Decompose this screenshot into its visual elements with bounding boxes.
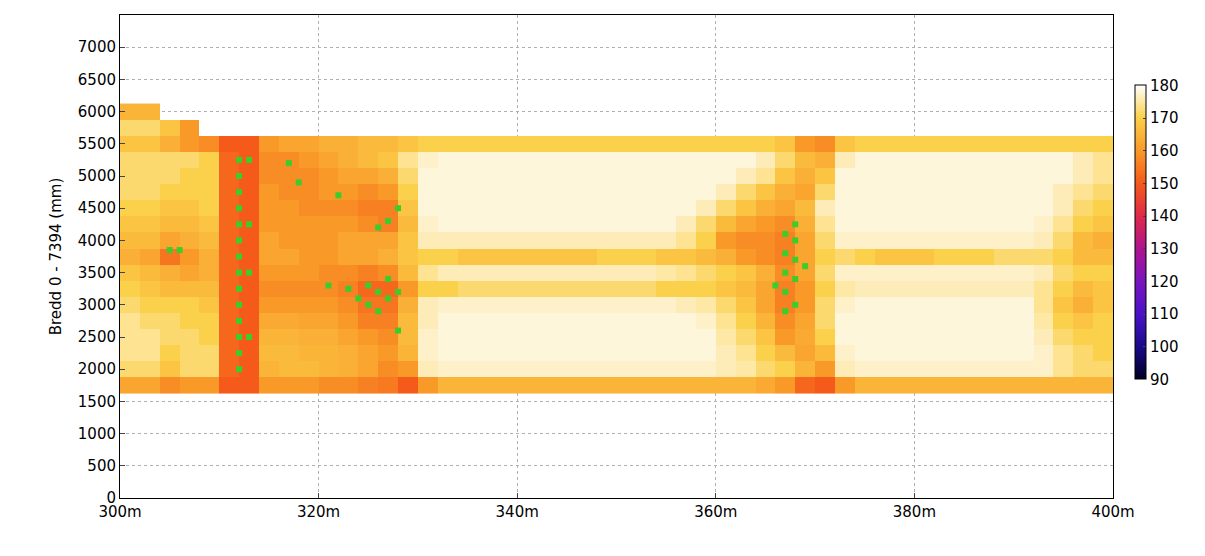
- svg-text:170: 170: [1150, 109, 1179, 127]
- svg-text:180: 180: [1150, 77, 1179, 95]
- svg-text:0: 0: [106, 489, 116, 507]
- svg-text:Bredd 0 - 7394 (mm): Bredd 0 - 7394 (mm): [47, 178, 65, 336]
- svg-text:320m: 320m: [297, 503, 340, 521]
- svg-text:400m: 400m: [1091, 503, 1134, 521]
- svg-text:120: 120: [1150, 273, 1179, 291]
- svg-text:5500: 5500: [78, 135, 116, 153]
- svg-text:340m: 340m: [496, 503, 539, 521]
- svg-text:7000: 7000: [78, 38, 116, 56]
- svg-text:500: 500: [87, 457, 116, 475]
- svg-text:160: 160: [1150, 142, 1179, 160]
- svg-text:5000: 5000: [78, 167, 116, 185]
- svg-text:360m: 360m: [694, 503, 737, 521]
- svg-text:300m: 300m: [98, 503, 141, 521]
- svg-text:1500: 1500: [78, 393, 116, 411]
- svg-text:2500: 2500: [78, 328, 116, 346]
- svg-text:4500: 4500: [78, 199, 116, 217]
- svg-text:150: 150: [1150, 175, 1179, 193]
- svg-text:2000: 2000: [78, 360, 116, 378]
- svg-text:6500: 6500: [78, 71, 116, 89]
- svg-text:90: 90: [1150, 371, 1169, 389]
- svg-text:100: 100: [1150, 338, 1179, 356]
- svg-text:3000: 3000: [78, 296, 116, 314]
- svg-text:6000: 6000: [78, 103, 116, 121]
- svg-text:140: 140: [1150, 207, 1179, 225]
- svg-text:1000: 1000: [78, 425, 116, 443]
- svg-text:130: 130: [1150, 240, 1179, 258]
- svg-text:110: 110: [1150, 305, 1179, 323]
- svg-text:4000: 4000: [78, 232, 116, 250]
- svg-text:380m: 380m: [893, 503, 936, 521]
- svg-text:3500: 3500: [78, 264, 116, 282]
